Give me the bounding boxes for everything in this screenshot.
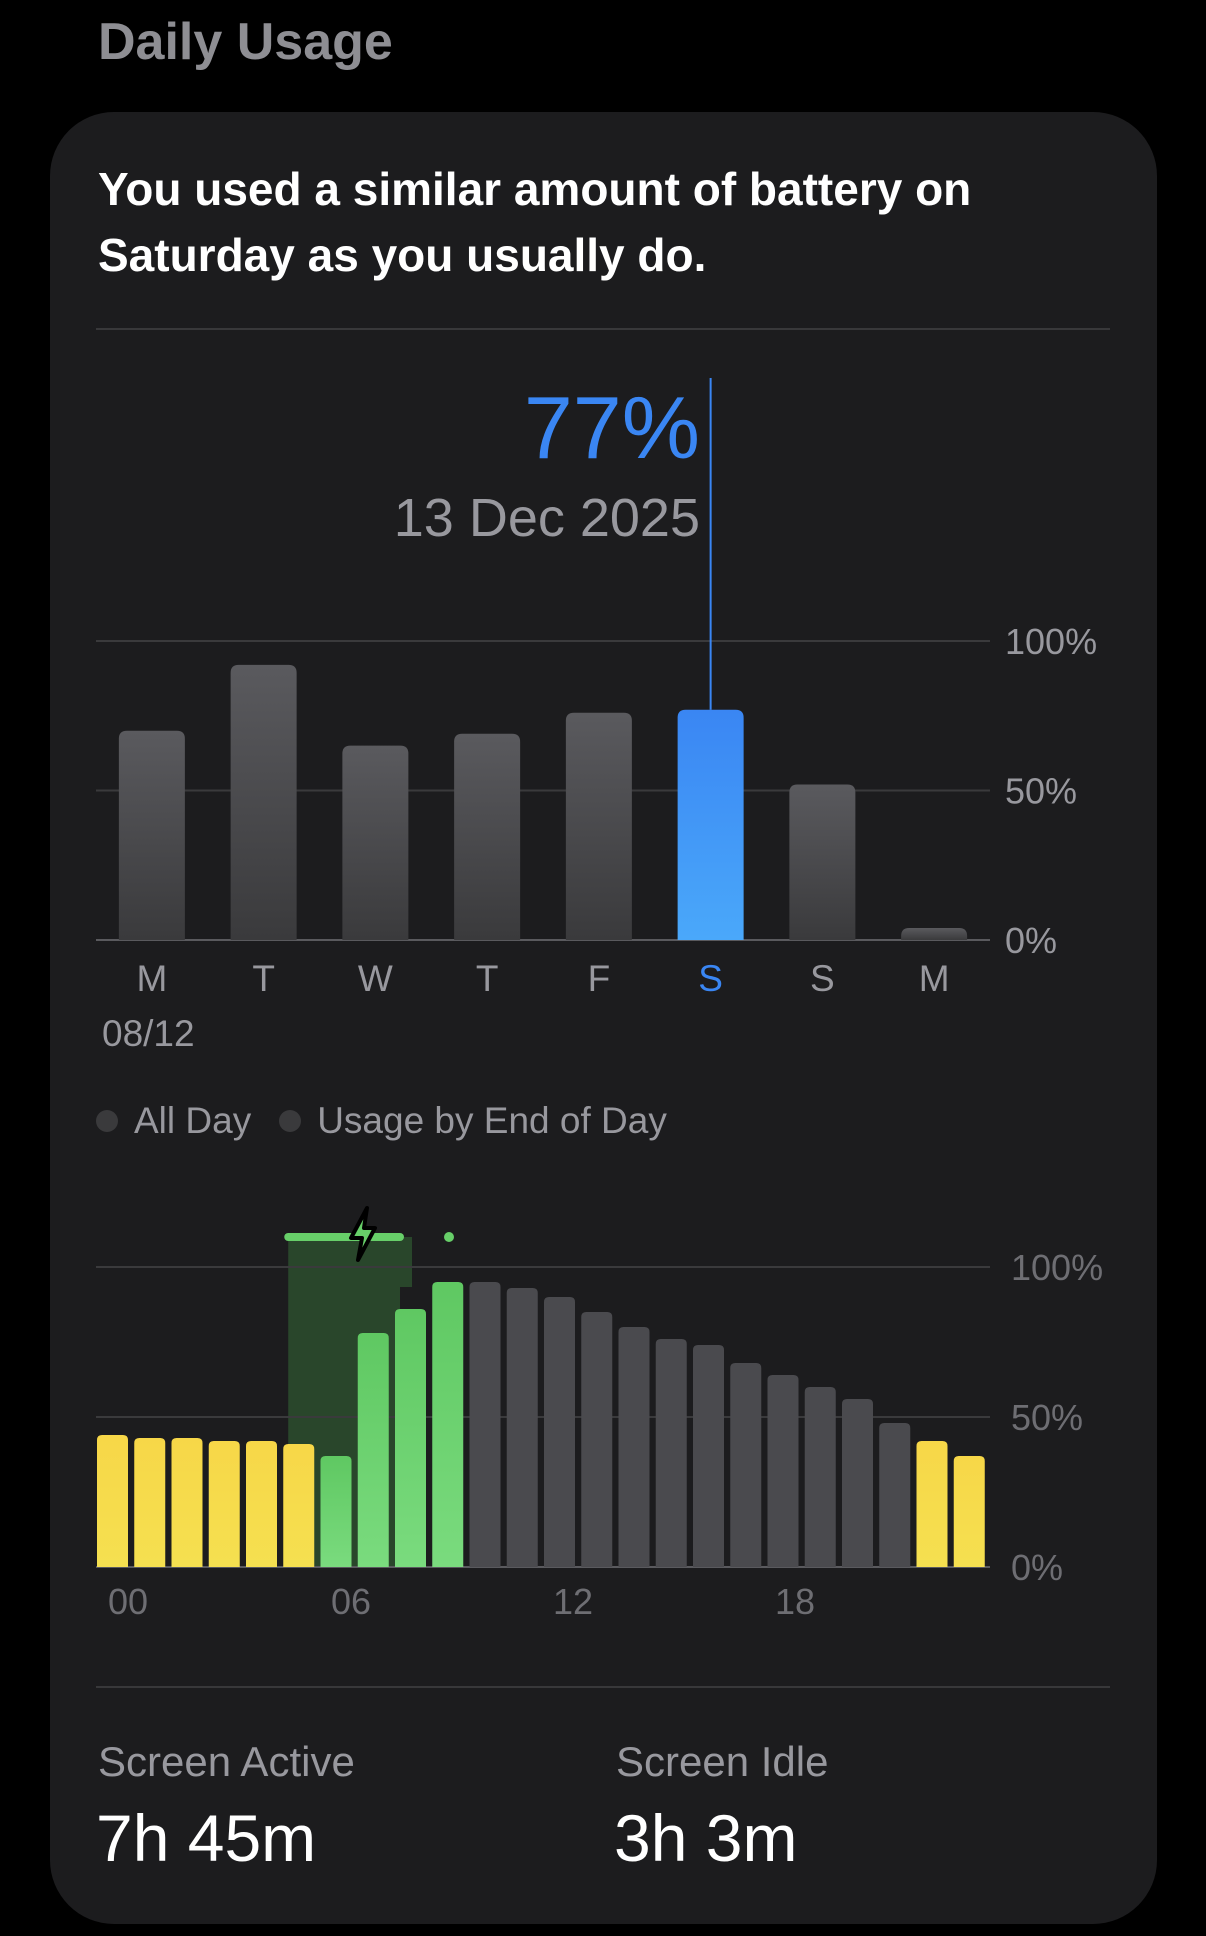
weekly-usage-chart[interactable]: 100% 50% 0% M T W T F S S M 08/12 [0, 0, 1206, 1060]
y-tick-label: 0% [1011, 1547, 1063, 1588]
day-bar [230, 664, 297, 940]
legend-label: All Day [134, 1100, 252, 1141]
x-tick-label: T [252, 958, 275, 999]
legend-dot [279, 1110, 302, 1132]
day-bar [342, 745, 409, 940]
charging-end-dot [444, 1232, 454, 1242]
hour-bar [730, 1363, 762, 1567]
screen-active-label: Screen Active [98, 1738, 355, 1785]
hour-bar [208, 1441, 240, 1567]
x-tick-label: M [136, 958, 167, 999]
legend-item-usage-by-end-of-day[interactable]: Usage by End of Day [279, 1100, 667, 1142]
legend-dot [96, 1110, 118, 1132]
x-tick-label: S [698, 958, 723, 999]
hour-bar [395, 1309, 426, 1567]
day-bar [118, 730, 185, 940]
x-tick-label: 12 [553, 1581, 593, 1622]
x-tick-label: S [810, 958, 835, 999]
hour-bar [916, 1441, 948, 1567]
day-bar [901, 928, 968, 940]
x-tick-label: 06 [331, 1581, 371, 1622]
selected-bar-value: 77% [523, 378, 700, 477]
x-tick-label: T [476, 958, 499, 999]
daily-usage-card [50, 112, 1157, 1924]
usage-headline: You used a similar amount of battery on … [98, 163, 972, 281]
divider-top [96, 328, 1110, 330]
section-title: Daily Usage [98, 13, 393, 71]
hour-bar [283, 1444, 315, 1567]
hour-bar [506, 1288, 538, 1567]
screen-idle-label: Screen Idle [616, 1738, 829, 1785]
hour-bar [767, 1375, 799, 1567]
hour-bar [171, 1438, 203, 1567]
hour-bar [693, 1345, 724, 1567]
y-tick-label: 50% [1005, 771, 1077, 812]
screen-idle-value: 3h 3m [614, 1801, 798, 1875]
hour-bar [432, 1282, 464, 1567]
divider-bottom [96, 1686, 1110, 1688]
y-tick-label: 100% [1011, 1247, 1103, 1288]
hour-bar [544, 1297, 575, 1567]
hour-bar [357, 1333, 389, 1567]
hour-bar [469, 1282, 501, 1567]
screen-active-value: 7h 45m [96, 1801, 317, 1875]
hour-bar [320, 1456, 352, 1567]
x-tick-label: M [919, 958, 950, 999]
selected-bar-date: 13 Dec 2025 [393, 488, 700, 548]
hour-bar [581, 1312, 613, 1567]
day-bar [789, 784, 856, 940]
legend-label: Usage by End of Day [317, 1100, 667, 1141]
hour-bar [804, 1387, 836, 1567]
selected-day-bar [677, 709, 744, 940]
y-tick-label: 0% [1005, 920, 1057, 961]
x-tick-label: F [588, 958, 611, 999]
charging-region-tail [400, 1237, 412, 1287]
x-tick-label: 18 [775, 1581, 815, 1622]
hour-bar [618, 1327, 650, 1567]
chart-legend: All Day Usage by End of Day [96, 1100, 695, 1142]
y-tick-label: 50% [1011, 1397, 1083, 1438]
hour-bar [879, 1423, 911, 1567]
hour-bar [842, 1399, 873, 1567]
hour-bar [97, 1435, 128, 1567]
hour-bar [655, 1339, 687, 1567]
hour-bar [134, 1438, 166, 1567]
charging-bolt-icon [349, 1206, 377, 1262]
y-tick-label: 100% [1005, 621, 1097, 662]
x-sublabel-date: 08/12 [102, 1013, 195, 1054]
legend-item-all-day[interactable]: All Day [96, 1100, 251, 1142]
x-tick-label: 00 [108, 1581, 148, 1622]
hour-bar [953, 1456, 985, 1567]
day-bar [454, 733, 521, 940]
x-tick-label: W [358, 958, 393, 999]
day-bar [565, 712, 632, 940]
bolt-shape [349, 1206, 377, 1262]
hour-bar [246, 1441, 277, 1567]
